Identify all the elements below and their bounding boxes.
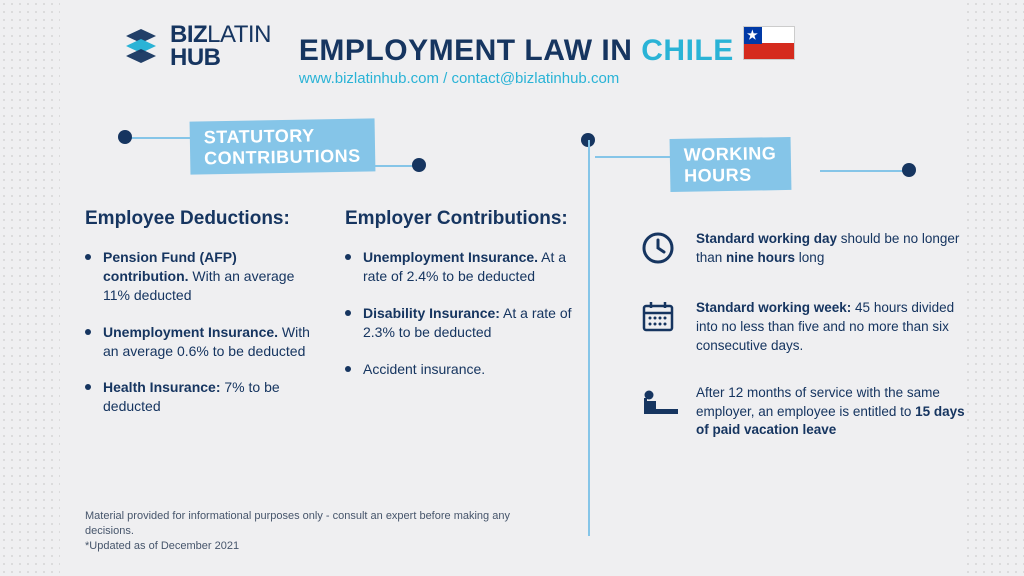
working-hours-item: Standard working day should be no longer… xyxy=(640,230,970,271)
list-item: Pension Fund (AFP) contribution. With an… xyxy=(85,248,315,305)
item-rest: Accident insurance. xyxy=(363,361,485,377)
list-item: Unemployment Insurance. With an average … xyxy=(85,323,315,361)
footer-line1: Material provided for informational purp… xyxy=(85,509,525,539)
vacation-icon xyxy=(640,384,680,441)
item-bold: Unemployment Insurance. xyxy=(103,324,278,340)
clock-icon xyxy=(640,230,680,271)
footer-line2: *Updated as of December 2021 xyxy=(85,539,525,554)
footer-disclaimer: Material provided for informational purp… xyxy=(85,509,525,554)
item-bold: Disability Insurance: xyxy=(363,305,500,321)
employer-contributions-column: Employer Contributions: Unemployment Ins… xyxy=(345,208,575,434)
list-item: Health Insurance: 7% to be deducted xyxy=(85,378,315,416)
item-text: Standard working day should be no longer… xyxy=(696,230,970,271)
working-hours-item: After 12 months of service with the same… xyxy=(640,384,970,441)
connector-dot xyxy=(118,130,132,144)
connector-dot xyxy=(412,158,426,172)
item-text: Standard working week: 45 hours divided … xyxy=(696,299,970,356)
item-bold: Unemployment Insurance. xyxy=(363,249,538,265)
title-block: EMPLOYMENT LAW IN CHILE www.bizlatinhub.… xyxy=(299,24,904,87)
logo-icon xyxy=(120,26,162,68)
title-accent: CHILE xyxy=(641,34,734,67)
section-label-working: WORKING HOURS xyxy=(670,137,791,192)
working-hours-item: Standard working week: 45 hours divided … xyxy=(640,299,970,356)
page-title: EMPLOYMENT LAW IN CHILE xyxy=(299,24,904,68)
connector-line xyxy=(360,165,415,167)
connector-dot xyxy=(902,163,916,177)
vertical-divider xyxy=(588,140,590,536)
employee-deductions-column: Employee Deductions: Pension Fund (AFP) … xyxy=(85,208,315,434)
brand-hub: HUB xyxy=(170,47,271,70)
calendar-icon xyxy=(640,299,680,356)
item-bold: Health Insurance: xyxy=(103,379,220,395)
connector-line xyxy=(125,137,190,139)
working-hours-list: Standard working day should be no longer… xyxy=(640,230,970,468)
contributions-title: Employer Contributions: xyxy=(345,208,575,230)
statutory-columns: Employee Deductions: Pension Fund (AFP) … xyxy=(85,208,575,434)
decorative-dots-left xyxy=(0,0,60,576)
subtitle: www.bizlatinhub.com / contact@bizlatinhu… xyxy=(299,70,904,87)
section-label-statutory: STATUTORY CONTRIBUTIONS xyxy=(190,118,375,175)
contributions-list: Unemployment Insurance. At a rate of 2.4… xyxy=(345,248,575,378)
item-text: After 12 months of service with the same… xyxy=(696,384,970,441)
chile-flag-icon xyxy=(743,26,795,60)
list-item: Accident insurance. xyxy=(345,360,575,379)
deductions-list: Pension Fund (AFP) contribution. With an… xyxy=(85,248,315,416)
connector-line xyxy=(595,156,670,158)
logo-text: BIZLATIN HUB xyxy=(170,24,271,70)
title-pre: EMPLOYMENT LAW IN xyxy=(299,34,641,67)
list-item: Unemployment Insurance. At a rate of 2.4… xyxy=(345,248,575,286)
connector-line xyxy=(820,170,905,172)
header: BIZLATIN HUB EMPLOYMENT LAW IN CHILE www… xyxy=(120,24,904,87)
deductions-title: Employee Deductions: xyxy=(85,208,315,230)
list-item: Disability Insurance: At a rate of 2.3% … xyxy=(345,304,575,342)
logo: BIZLATIN HUB xyxy=(120,24,271,70)
decorative-dots-right xyxy=(964,0,1024,576)
